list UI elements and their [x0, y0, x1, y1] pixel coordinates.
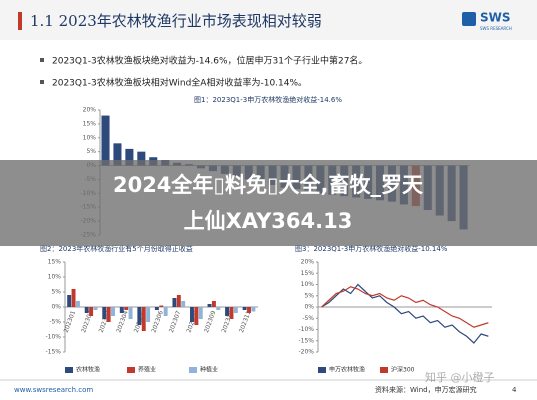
y-tick-label: 15%: [83, 120, 97, 127]
title-accent: [18, 12, 22, 30]
legend-label: 种植业: [200, 366, 218, 374]
legend-label: 农林牧渔: [76, 366, 100, 374]
y-tick-label: 5%: [86, 148, 96, 155]
bar: [119, 307, 124, 313]
y-tick-label: -15%: [45, 349, 61, 356]
banner-line: 2024全年▯料免▯大全,畜牧_罗天: [113, 173, 424, 197]
page-number: 4: [512, 386, 517, 394]
legend-swatch: [65, 367, 73, 373]
bar: [124, 307, 129, 310]
chart-title: 图2：2023年农林牧渔行业有5个月份取得正收益: [40, 244, 193, 253]
y-tick-label: -10%: [298, 326, 314, 333]
bar: [207, 304, 212, 307]
bullet-dot: [40, 58, 44, 62]
bar: [181, 301, 186, 307]
y-tick-label: -15%: [298, 337, 314, 344]
source: 资料来源：Wind，申万宏源研究: [375, 385, 477, 394]
y-tick-label: 10%: [301, 281, 315, 288]
bar: [128, 307, 133, 319]
bar: [137, 151, 146, 166]
bar: [163, 307, 168, 316]
banner-line: 上仙XAY364.13: [184, 209, 353, 233]
bullet: 2023Q1-3农林牧渔板块绝对收益为-14.6%，位居申万31个子行业中第27…: [52, 55, 367, 67]
bar: [71, 289, 76, 307]
y-tick-label: 20%: [83, 107, 97, 114]
y-tick-label: 0%: [304, 304, 314, 311]
legend-swatch: [127, 367, 135, 373]
line: [321, 286, 489, 328]
bar: [113, 143, 122, 166]
bar: [102, 307, 107, 319]
legend-label: 申万农林牧渔: [329, 366, 365, 374]
y-tick-label: 15%: [301, 270, 315, 277]
bar: [247, 307, 251, 313]
y-tick-label: 10%: [83, 134, 97, 141]
bar: [89, 307, 94, 316]
y-tick-label: 0%: [51, 304, 61, 311]
bar: [198, 307, 203, 319]
legend-swatch: [318, 367, 326, 373]
watermark: 知乎 @小橙子: [425, 370, 495, 384]
bar: [251, 307, 256, 312]
bar: [93, 307, 98, 310]
y-tick-label: 5%: [51, 289, 61, 296]
bar: [75, 301, 80, 307]
bar: [211, 301, 216, 307]
bar: [242, 307, 247, 310]
bar: [225, 307, 230, 316]
bullet-dot: [40, 80, 44, 84]
bar: [141, 307, 146, 331]
bar: [84, 307, 89, 313]
bar: [194, 307, 199, 325]
header-bar: [0, 0, 537, 40]
bar: [137, 307, 142, 325]
bar: [111, 307, 116, 316]
bar: [229, 307, 234, 319]
website: www.swsresearch.com: [14, 386, 93, 394]
bar: [216, 307, 221, 310]
y-tick-label: -5%: [302, 315, 314, 322]
y-tick-label: 10%: [48, 274, 62, 281]
chart-title: 图3：2023Q1-3申万农林牧渔绝对收益-10.14%: [295, 244, 448, 253]
bar: [154, 307, 159, 310]
legend-label: 养殖业: [138, 366, 156, 374]
y-tick-label: 20%: [301, 259, 315, 266]
bar: [172, 298, 177, 307]
line: [321, 283, 489, 344]
bar: [233, 307, 238, 313]
chart-title: 图1：2023Q1-3申万农林牧渔绝对收益-14.6%: [194, 95, 342, 104]
y-tick-label: 5%: [304, 292, 314, 299]
bar: [125, 148, 134, 166]
logo-sub: SWS RESEARCH: [480, 26, 512, 31]
slide-title: 1.1 2023年农林牧渔行业市场表现相对较弱: [30, 12, 322, 30]
legend-label: 沪深300: [391, 366, 415, 374]
bar: [101, 115, 110, 166]
bar: [146, 307, 151, 322]
legend-swatch: [380, 367, 388, 373]
bar: [159, 305, 164, 307]
legend-swatch: [189, 367, 197, 373]
y-tick-label: -10%: [45, 334, 61, 341]
y-tick-label: 15%: [48, 259, 62, 266]
banner: [0, 160, 537, 246]
bar: [176, 295, 181, 307]
logo: SWS: [480, 11, 511, 25]
bar: [67, 295, 72, 307]
bar: [190, 307, 194, 322]
y-tick-label: -5%: [49, 319, 61, 326]
bullet: 2023Q1-3农林牧渔板块相对Wind全A相对收益率为-10.14%。: [52, 77, 307, 89]
bar: [106, 307, 111, 322]
y-tick-label: -20%: [298, 349, 314, 356]
logo-icon: [462, 12, 476, 26]
